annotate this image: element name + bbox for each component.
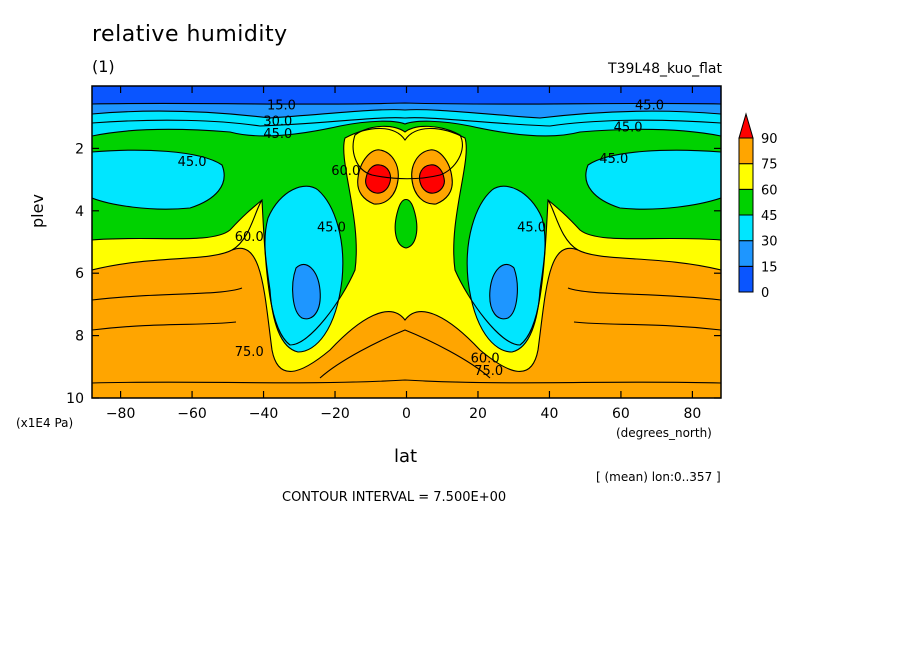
fill-30-45-right-lobe xyxy=(585,150,721,210)
contour-line xyxy=(292,263,321,320)
fill-45-60 xyxy=(92,86,721,345)
colorbar-box xyxy=(738,188,754,216)
contour-label: 45.0 xyxy=(614,121,643,136)
contour-line xyxy=(489,263,518,320)
contour-lines xyxy=(92,102,721,384)
x-tick-label: −60 xyxy=(177,406,207,422)
fill-peak-right xyxy=(419,164,445,194)
contour-label: 75.0 xyxy=(235,345,264,360)
y-tick-label: 8 xyxy=(75,329,84,345)
x-tick-label: 60 xyxy=(612,406,630,422)
x-tick-label: 20 xyxy=(469,406,487,422)
fill-30-45-left-lobe xyxy=(92,150,225,210)
x-tick-label: −40 xyxy=(249,406,279,422)
contour-line xyxy=(231,199,263,251)
subset-note: [ (mean) lon:0..357 ] xyxy=(596,470,721,484)
contour-label: 45.0 xyxy=(635,99,664,114)
fill-top-dark-blue xyxy=(92,86,721,105)
contour-line xyxy=(319,329,491,379)
y-axis-unit: (x1E4 Pa) xyxy=(16,416,74,430)
contour-line xyxy=(352,125,463,180)
y-tick-label: 6 xyxy=(75,266,84,282)
contour-line xyxy=(264,185,344,353)
x-tick-label: −20 xyxy=(320,406,350,422)
contour-label: 15.0 xyxy=(267,99,296,114)
contour-line xyxy=(92,287,243,301)
contour-label: 45.0 xyxy=(263,127,292,142)
contour-labels: 15.030.045.045.060.060.045.075.045.045.0… xyxy=(178,99,664,379)
colorbar-label: 90 xyxy=(761,132,778,147)
x-axis: −80 −60 −40 −20 0 20 40 60 80 xyxy=(106,86,701,422)
colorbar-label: 15 xyxy=(761,260,778,275)
contour-line xyxy=(394,198,418,249)
contour-line xyxy=(92,247,721,372)
colorbar-label: 75 xyxy=(761,158,778,173)
contour-label: 45.0 xyxy=(517,220,546,235)
colorbar-label: 60 xyxy=(761,183,778,198)
colorbar-label: 0 xyxy=(761,286,769,301)
colorbar-box xyxy=(738,163,754,190)
contour-line xyxy=(418,164,445,194)
y-axis: 2 4 6 8 10 xyxy=(66,141,721,407)
colorbar-label: 30 xyxy=(761,235,778,250)
contour-line xyxy=(92,117,721,127)
contour-line xyxy=(585,149,721,210)
contour-label: 60.0 xyxy=(331,164,360,179)
y-tick-label: 2 xyxy=(75,141,84,157)
contour-label: 30.0 xyxy=(263,114,292,129)
colorbar-triangle xyxy=(738,112,754,139)
x-axis-unit: (degrees_north) xyxy=(616,426,712,440)
x-axis-label: lat xyxy=(394,446,418,467)
contour-line xyxy=(357,149,399,205)
x-tick-label: 80 xyxy=(683,406,701,422)
contour-line xyxy=(567,287,721,301)
contour-label: 60.0 xyxy=(471,351,500,366)
colorbar-box xyxy=(738,137,754,165)
x-tick-label: 40 xyxy=(541,406,559,422)
contour-label: 60.0 xyxy=(235,230,264,245)
panel-id: (1) xyxy=(92,57,115,76)
colorbar-box xyxy=(738,214,754,242)
y-axis-label: plev xyxy=(28,194,47,228)
contour-line xyxy=(92,120,721,137)
contour-label: 45.0 xyxy=(599,152,628,167)
fill-45-60-center xyxy=(395,199,417,248)
y-tick-label: 10 xyxy=(66,391,84,407)
contour-label: 45.0 xyxy=(317,220,346,235)
contour-interval: CONTOUR INTERVAL = 7.500E+00 xyxy=(282,490,507,505)
contour-line xyxy=(573,321,721,331)
color-bar: 0 15 30 45 60 75 90 xyxy=(738,112,778,301)
run-label: T39L48_kuo_flat xyxy=(608,61,722,77)
contour-line xyxy=(92,109,721,119)
contour-line xyxy=(92,102,721,105)
contour-label: 75.0 xyxy=(474,364,503,379)
contour-line xyxy=(466,185,546,353)
fill-15-30-right-core xyxy=(489,264,518,319)
contour-line xyxy=(92,379,721,384)
contour-line xyxy=(411,149,453,205)
x-tick-label: −80 xyxy=(106,406,136,422)
y-tick-label: 4 xyxy=(75,204,84,220)
contour-line xyxy=(92,149,225,210)
colorbar-label: 45 xyxy=(761,209,778,224)
contour-fills xyxy=(92,86,721,398)
contour-label: 45.0 xyxy=(178,155,207,170)
x-tick-label: 0 xyxy=(402,406,411,422)
colorbar-box xyxy=(738,240,754,267)
contour-line xyxy=(92,321,237,331)
fill-peak-left xyxy=(365,164,391,194)
fill-15-30-left-core xyxy=(292,264,321,319)
colorbar-box xyxy=(738,265,754,293)
contour-line xyxy=(547,199,579,251)
contour-line xyxy=(365,164,392,194)
chart-title: relative humidity xyxy=(92,22,288,47)
